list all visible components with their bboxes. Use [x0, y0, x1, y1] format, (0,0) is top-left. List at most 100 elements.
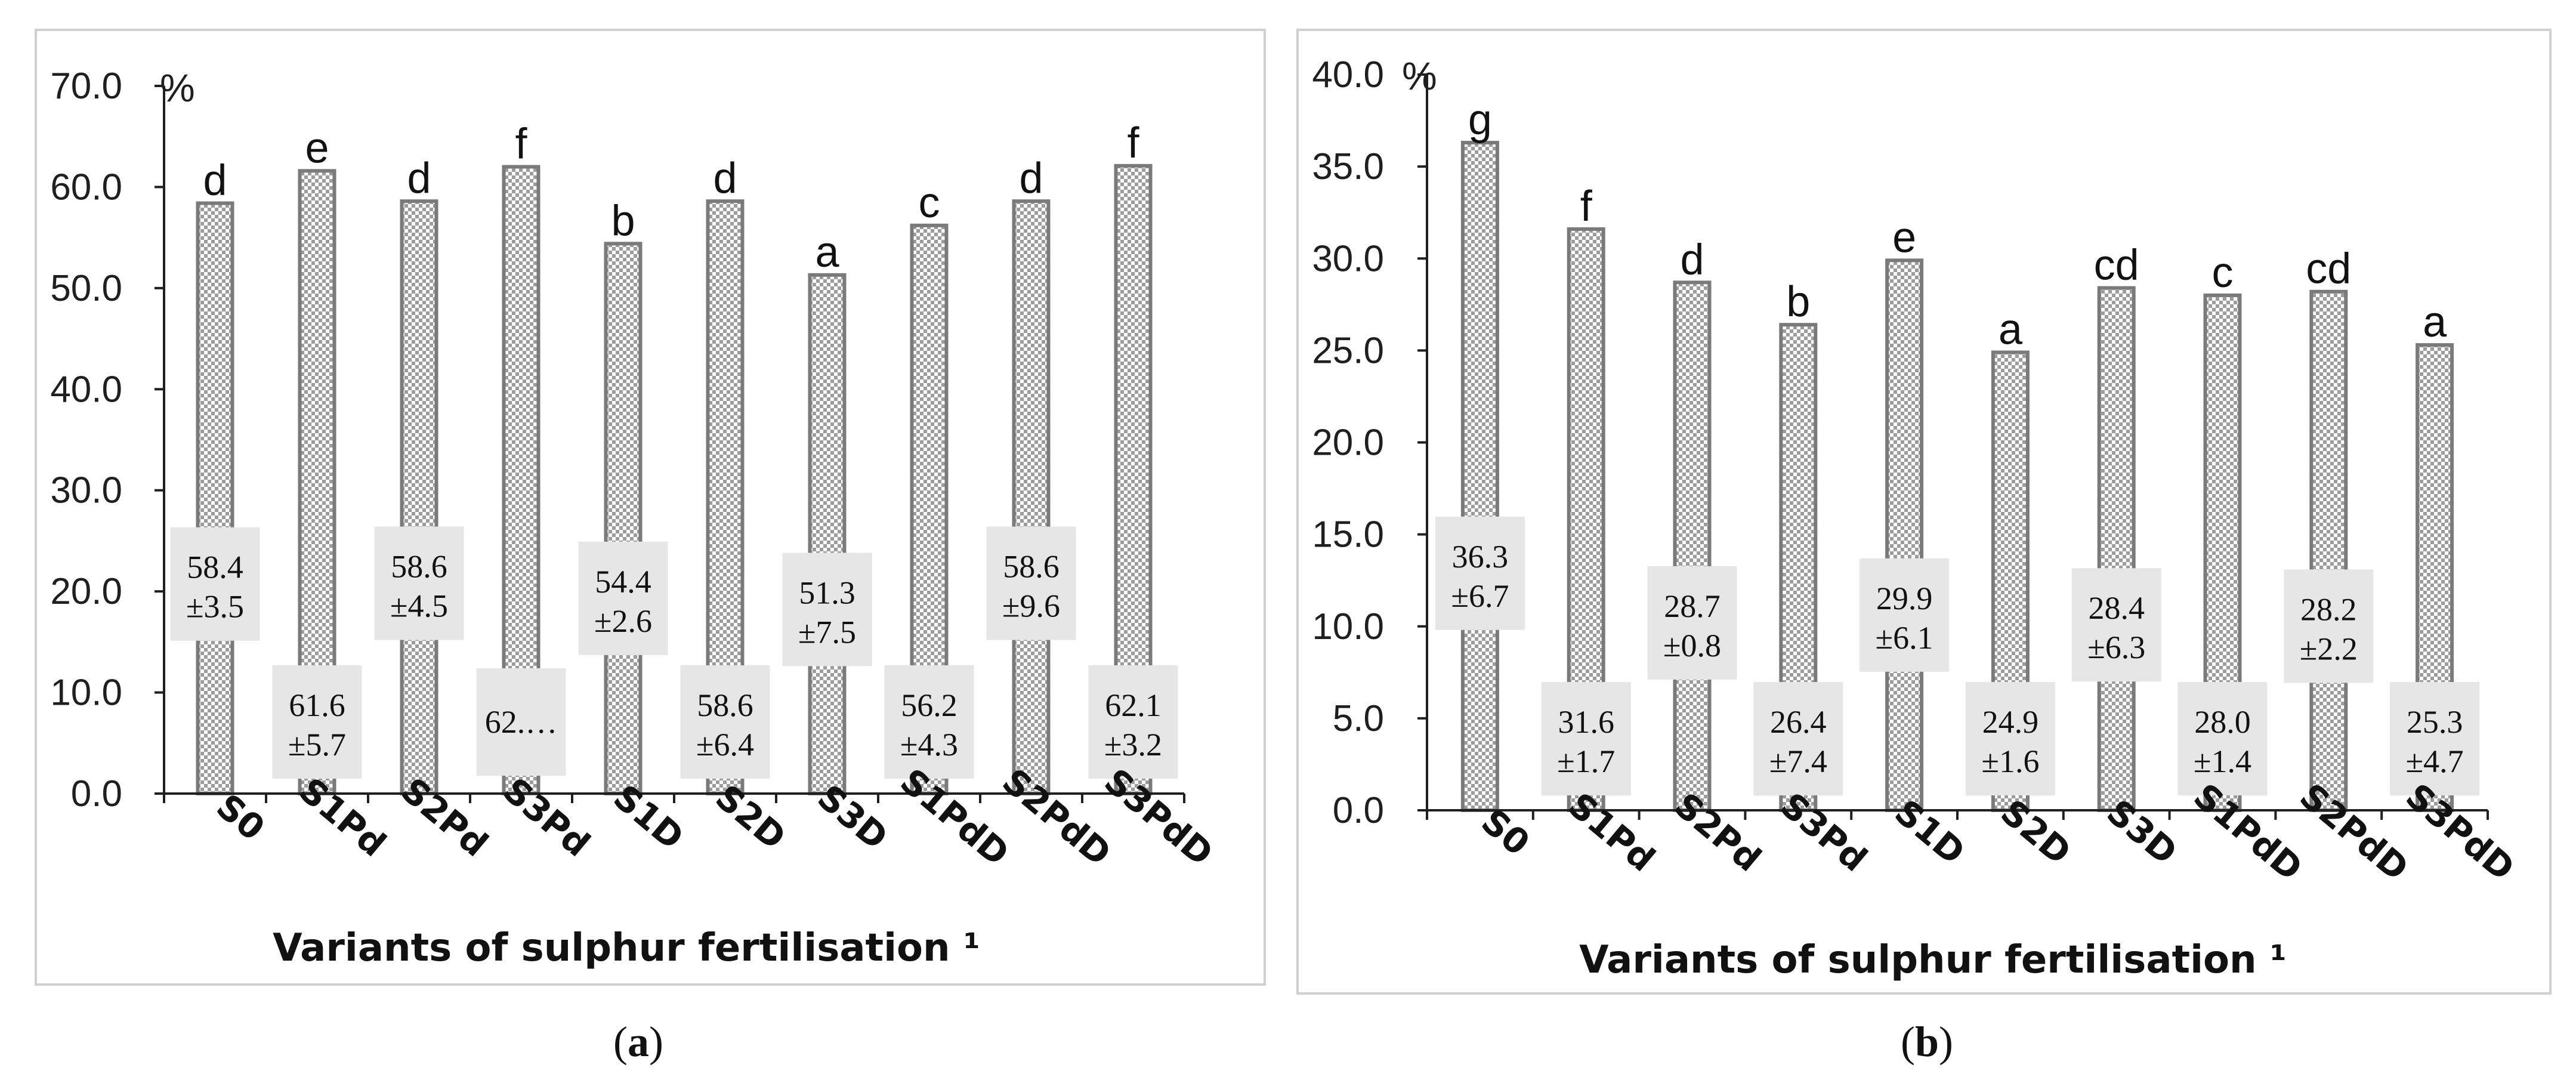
panel-a-x-axis-title: Variants of sulphur fertilisation ¹ — [273, 926, 980, 970]
panel-a-y-tick-label: 50.0 — [50, 268, 122, 309]
panel-a-data-label-box — [680, 665, 770, 779]
panel-a-data-label-mean: 58.6 — [391, 549, 447, 585]
panel-a-significance-letter: a — [815, 229, 839, 276]
panel-a-data-label-mean: 58.4 — [187, 550, 243, 585]
panel-a-bar-S2Pd — [400, 199, 438, 795]
panel-b-data-label-sd: ±0.8 — [1663, 628, 1721, 664]
panel-b-y-tick-label: 5.0 — [1333, 698, 1384, 739]
panel-a-data-label-box — [578, 541, 668, 655]
panel-b-data-label-box — [1435, 516, 1525, 630]
panel-b-data-label-sd: ±6.3 — [2087, 629, 2145, 665]
panel-b-y-tick-label: 35.0 — [1312, 146, 1384, 187]
panel-b-bar-S1D — [1885, 258, 1924, 812]
panel-a-data-label-sd: ±2.6 — [594, 603, 652, 639]
panel-a-data-label-sd: ±4.5 — [390, 588, 448, 624]
panel-a-significance-letter: d — [407, 155, 431, 202]
panel-a-significance-letter: d — [713, 155, 737, 202]
panel-b-data-label-sd: ±7.4 — [1769, 743, 1827, 779]
panel-a-data-label-mean: 51.3 — [799, 575, 855, 610]
panel-a-data-label-box — [374, 526, 464, 640]
panel-a-bar-S1D — [604, 242, 643, 795]
panel-a-data-label-mean: 58.6 — [697, 687, 753, 723]
panel-a-bar-S0 — [196, 201, 234, 795]
panel-b-data-label-mean: 24.9 — [1982, 704, 2039, 740]
chart-panel-b: 36.3±6.7 31.6±1.7 28.7 ±0.8 26.4±7.4 29.9 ±6.1… — [1296, 29, 2552, 995]
panel-a-data-label-mean: 54.4 — [595, 564, 651, 600]
panel-b-y-tick-label: 15.0 — [1312, 514, 1384, 556]
panel-a-data-label-sd: ±3.2 — [1104, 727, 1162, 763]
panel-a-data-label-box — [1088, 665, 1178, 779]
panel-a-y-tick-label: 40.0 — [50, 369, 122, 410]
panel-b-data-label-mean: 28.7 — [1664, 588, 1721, 624]
panel-a-significance-letter: e — [305, 124, 329, 172]
panel-a-significance-letter: f — [1127, 119, 1139, 167]
panel-a-data-label-box — [476, 668, 566, 776]
panel-b-data-label-mean: 28.4 — [2088, 590, 2145, 626]
panel-a-significance-letter: c — [919, 179, 940, 227]
panel-b-data-label-sd: ±1.7 — [1557, 743, 1615, 779]
panel-b-data-label-sd: ±6.1 — [1876, 620, 1933, 656]
panel-b-y-tick-label: 10.0 — [1312, 606, 1384, 647]
panel-b-data-label-sd: ±4.7 — [2406, 743, 2464, 779]
panel-b-y-tick-label: 30.0 — [1312, 238, 1384, 279]
panel-b-data-label-mean: 28.0 — [2194, 704, 2251, 740]
panel-a-data-label-sd: ±4.3 — [900, 727, 958, 763]
panel-a-data-label-mean: 62.… — [485, 704, 558, 740]
panel-b-significance-letter: b — [1786, 278, 1810, 326]
panel-b-data-label-sd: ±2.2 — [2300, 631, 2358, 666]
panel-b-significance-letter: a — [2423, 298, 2447, 346]
panel-a-data-label-sd: ±5.7 — [288, 727, 346, 763]
panel-a-data-label-mean: 58.6 — [1003, 549, 1060, 585]
panel-b-data-label-box — [1647, 566, 1737, 680]
panel-b-significance-letter: d — [1680, 236, 1704, 283]
panel-a-data-label-box — [782, 553, 872, 666]
panel-a-data-label-sd: ±6.4 — [696, 727, 754, 763]
panel-b-bar-S3D — [2097, 286, 2136, 812]
panel-b-data-label-sd: ±6.7 — [1451, 578, 1509, 614]
panel-b-data-label-mean: 28.2 — [2300, 591, 2357, 627]
panel-a-significance-letter: d — [1019, 155, 1043, 202]
panel-a-significance-letter: b — [611, 197, 635, 245]
panel-a-caption: (a) — [613, 1018, 663, 1066]
panel-a-bar-S2PdD — [1012, 199, 1051, 795]
panel-b-significance-letter: cd — [2306, 245, 2351, 293]
panel-b-data-label-box — [1860, 558, 1950, 672]
panel-a-data-label-mean: 61.6 — [289, 687, 345, 723]
panel-b-data-label-mean: 26.4 — [1770, 704, 1827, 740]
panel-b-significance-letter: f — [1580, 183, 1593, 230]
panel-a-data-label-box — [272, 665, 362, 779]
panel-b-significance-letter: a — [1999, 305, 2023, 353]
panel-a-data-label-box — [884, 665, 974, 779]
panel-b-bar-S2PdD — [2309, 289, 2348, 812]
panel-a-data-label-sd: ±9.6 — [1002, 588, 1060, 624]
panel-a-data-label-sd: ±7.5 — [798, 614, 856, 650]
panel-b-data-label-box — [2390, 682, 2480, 795]
panel-b-data-label-box — [1753, 682, 1843, 795]
panel-a-y-tick-label: 0.0 — [71, 773, 122, 814]
panel-b-data-label-mean: 36.3 — [1452, 539, 1509, 575]
panel-b-unit-label: % — [1402, 54, 1437, 98]
panel-a-y-tick-label: 70.0 — [50, 66, 122, 107]
panel-b-data-label-box — [2284, 569, 2374, 683]
panel-a-y-tick-label: 30.0 — [50, 470, 122, 511]
panel-b-significance-letter: g — [1468, 96, 1492, 144]
panel-b-data-label-box — [2071, 568, 2161, 682]
panel-a-y-tick-label: 20.0 — [50, 571, 122, 612]
panel-b-data-label-sd: ±1.4 — [2194, 743, 2251, 779]
panel-a-y-tick-label: 60.0 — [50, 166, 122, 208]
panel-b-data-label-box — [2177, 682, 2268, 795]
panel-a-caption-letter: a — [628, 1018, 649, 1066]
panel-b-caption-letter: b — [1915, 1018, 1939, 1066]
panel-b-data-label-box — [1541, 682, 1631, 795]
panel-b-significance-letter: e — [1892, 214, 1916, 261]
panel-b-bar-S0 — [1460, 141, 1499, 813]
panel-a-data-label-box — [986, 526, 1076, 640]
panel-b-caption: (b) — [1901, 1018, 1953, 1066]
panel-a-data-label-box — [170, 527, 260, 641]
panel-b-y-tick-label: 25.0 — [1312, 330, 1384, 371]
panel-a-data-label-mean: 62.1 — [1105, 687, 1162, 723]
panel-b-y-tick-label: 40.0 — [1312, 54, 1384, 95]
panel-a-y-tick-label: 10.0 — [50, 672, 122, 714]
panel-b-data-label-sd: ±1.6 — [1981, 743, 2039, 779]
panel-b-data-label-mean: 25.3 — [2407, 704, 2463, 740]
